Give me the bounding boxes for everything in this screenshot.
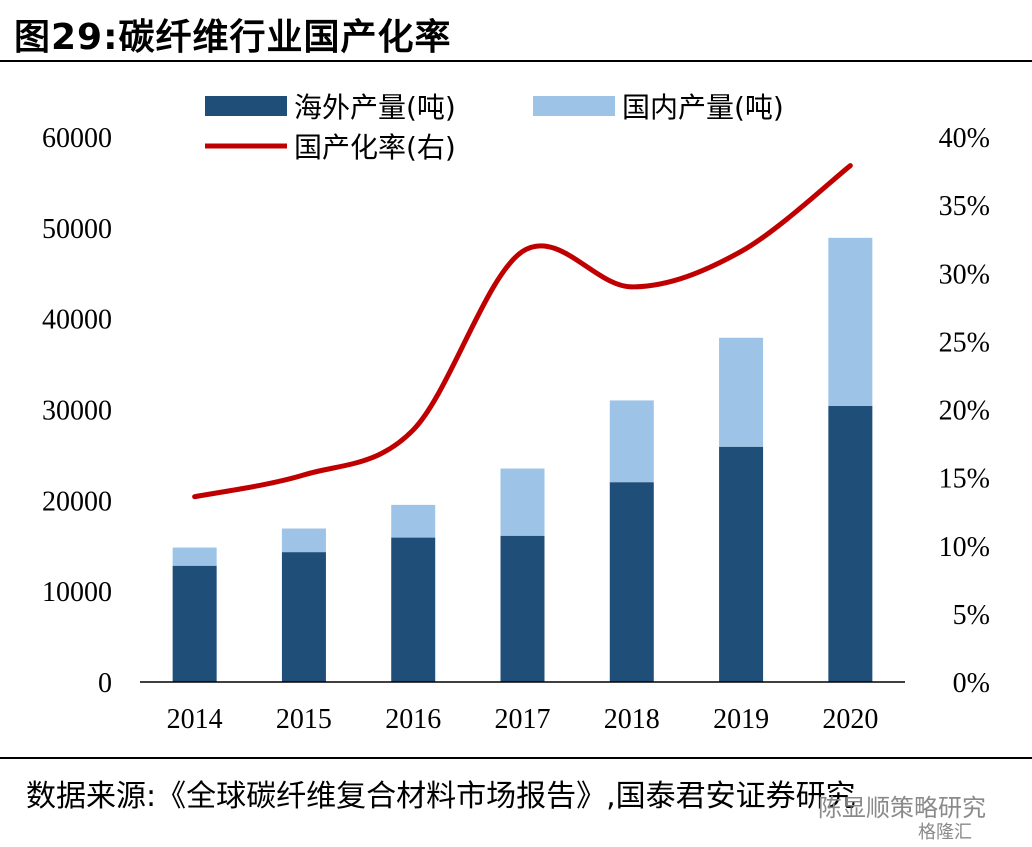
right-tick-label: 40% — [939, 123, 990, 154]
left-tick-label: 10000 — [42, 577, 112, 608]
bar-domestic — [500, 468, 545, 536]
bar-overseas — [281, 552, 326, 682]
legend-swatch-overseas — [205, 96, 287, 116]
left-tick-label: 0 — [98, 668, 112, 699]
x-axis-ticks: 2014 2015 2016 2017 2018 2019 2020 — [167, 704, 879, 735]
bar-domestic — [281, 528, 326, 553]
left-axis-ticks: 0 10000 20000 30000 40000 50000 60000 — [42, 123, 112, 699]
right-tick-label: 30% — [939, 259, 990, 290]
left-tick-label: 60000 — [42, 123, 112, 154]
x-tick-label: 2017 — [495, 704, 551, 735]
right-tick-label: 10% — [939, 532, 990, 563]
x-tick-label: 2016 — [385, 704, 441, 735]
bar-overseas — [609, 482, 654, 682]
left-tick-label: 50000 — [42, 214, 112, 245]
left-tick-label: 30000 — [42, 396, 112, 427]
x-tick-label: 2020 — [822, 704, 878, 735]
watermark-account: 陈显顺策略研究 — [818, 794, 986, 822]
figure-title: 图29:碳纤维行业国产化率 — [14, 17, 452, 58]
chart-legend: 海外产量(吨) 国内产量(吨) 国产化率(右) — [205, 91, 784, 164]
bar-overseas — [391, 537, 436, 682]
chart-area: 海外产量(吨) 国内产量(吨) 国产化率(右) 0 10000 20000 30000… — [42, 91, 990, 735]
bar-domestic — [609, 400, 654, 483]
legend-label-overseas: 海外产量(吨) — [294, 91, 456, 124]
x-tick-label: 2019 — [713, 704, 769, 735]
right-tick-label: 15% — [939, 464, 990, 495]
bar-overseas — [172, 565, 217, 682]
right-axis-ticks: 0% 5% 10% 15% 20% 25% 30% 35% 40% — [939, 123, 990, 699]
bar-domestic — [172, 547, 217, 566]
bar-domestic — [719, 337, 764, 447]
localization-rate-line — [192, 163, 853, 500]
top-rule — [0, 60, 1032, 62]
bar-overseas — [500, 535, 545, 682]
right-tick-label: 20% — [939, 396, 990, 427]
x-tick-label: 2015 — [276, 704, 332, 735]
right-tick-label: 0% — [953, 668, 990, 699]
legend-label-domestic: 国内产量(吨) — [622, 91, 784, 124]
bar-domestic — [828, 237, 873, 406]
right-tick-label: 25% — [939, 327, 990, 358]
legend-swatch-domestic — [533, 96, 615, 116]
right-tick-label: 35% — [939, 191, 990, 222]
left-tick-label: 20000 — [42, 486, 112, 517]
bar-series — [172, 237, 873, 682]
bottom-rule — [0, 757, 1032, 759]
right-tick-label: 5% — [953, 600, 990, 631]
bar-overseas — [828, 405, 873, 682]
bar-overseas — [719, 446, 764, 682]
bar-domestic — [391, 504, 436, 538]
legend-label-localization: 国产化率(右) — [294, 131, 456, 164]
x-tick-label: 2018 — [604, 704, 660, 735]
source-note: 数据来源:《全球碳纤维复合材料市场报告》,国泰君安证券研究 — [26, 779, 856, 814]
watermark-brand: 格隆汇 — [918, 822, 972, 843]
x-tick-label: 2014 — [167, 704, 223, 735]
left-tick-label: 40000 — [42, 305, 112, 336]
